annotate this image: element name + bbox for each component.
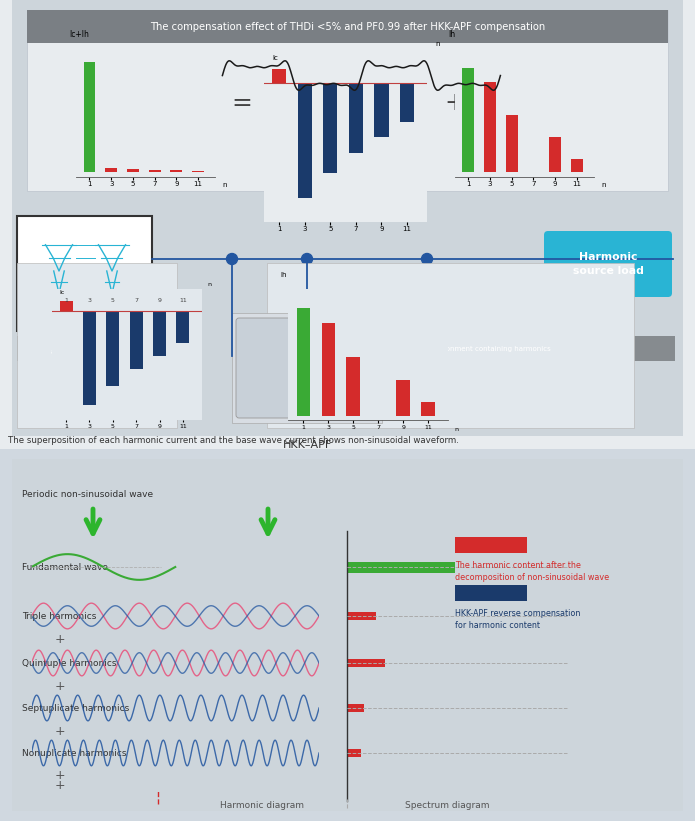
Text: +: +: [55, 768, 65, 782]
Text: Electricity environment containing harmonics: Electricity environment containing harmo…: [391, 346, 551, 351]
Text: Periodic non-sinusoidal wave: Periodic non-sinusoidal wave: [22, 489, 153, 498]
Bar: [106, 311, 120, 386]
Bar: [347, 357, 360, 415]
Text: Ih: Ih: [281, 273, 287, 278]
Text: =: =: [231, 91, 252, 115]
FancyBboxPatch shape: [544, 231, 672, 297]
Bar: [323, 83, 338, 173]
Bar: [83, 311, 96, 406]
Text: Quintuple harmonics: Quintuple harmonics: [22, 658, 117, 667]
Bar: [12, 459, 683, 811]
Text: 5: 5: [111, 298, 115, 303]
Bar: [267, 336, 675, 361]
Bar: [571, 159, 583, 172]
Bar: [17, 336, 177, 361]
Bar: [17, 263, 177, 428]
Text: Spectrum diagram: Spectrum diagram: [404, 800, 489, 810]
Bar: [272, 68, 286, 83]
Text: Ic: Ic: [272, 55, 279, 61]
Bar: [149, 170, 161, 172]
Text: Ic+Ih: Ic+Ih: [70, 30, 90, 39]
Text: +: +: [55, 724, 65, 737]
Text: +: +: [445, 91, 466, 115]
Bar: [322, 323, 335, 415]
Circle shape: [227, 254, 238, 264]
Bar: [17, 216, 152, 331]
Bar: [83, 62, 95, 172]
Text: The superposition of each harmonic current and the base wave current shows non-s: The superposition of each harmonic curre…: [8, 435, 459, 444]
Circle shape: [302, 254, 313, 264]
FancyBboxPatch shape: [236, 318, 378, 418]
Text: HKK-APF compensates var
and filters 2 - 50 harmonics: HKK-APF compensates var and filters 2 - …: [51, 342, 143, 355]
Bar: [127, 169, 139, 172]
Text: 11: 11: [179, 298, 187, 303]
Bar: [455, 585, 527, 601]
Bar: [347, 562, 455, 572]
Text: Fundamental wave: Fundamental wave: [22, 562, 108, 571]
Bar: [153, 311, 166, 355]
Text: 7: 7: [134, 298, 138, 303]
Text: n: n: [455, 427, 459, 432]
Bar: [297, 308, 310, 415]
Text: n: n: [208, 282, 211, 287]
Text: 9: 9: [158, 298, 161, 303]
Bar: [177, 311, 189, 342]
Text: +: +: [55, 778, 65, 791]
Bar: [375, 83, 389, 137]
Text: Harmonic
source load: Harmonic source load: [573, 252, 644, 276]
Text: Harmonic diagram: Harmonic diagram: [220, 800, 304, 810]
Text: The compensation effect of THDi <5% and PF0.99 after HKK-APF compensation: The compensation effect of THDi <5% and …: [150, 21, 545, 31]
Text: Nonuplicate harmonics: Nonuplicate harmonics: [22, 749, 126, 758]
Bar: [462, 68, 474, 172]
Bar: [347, 749, 361, 757]
Bar: [400, 83, 414, 122]
Text: +: +: [55, 680, 65, 692]
Bar: [506, 115, 518, 172]
Text: 3: 3: [88, 298, 92, 303]
Text: n: n: [601, 181, 605, 188]
Bar: [0, 449, 695, 821]
Bar: [347, 704, 364, 712]
Text: APF: APF: [291, 360, 324, 375]
Text: n: n: [222, 181, 227, 188]
Bar: [549, 137, 561, 172]
Bar: [27, 10, 668, 191]
Bar: [12, 0, 683, 436]
Text: +: +: [55, 632, 65, 645]
Text: HKK–APF: HKK–APF: [282, 440, 332, 450]
Bar: [455, 537, 527, 553]
Bar: [170, 171, 182, 172]
Bar: [27, 10, 668, 43]
Bar: [484, 82, 496, 172]
Text: Triple harmonics: Triple harmonics: [22, 612, 97, 621]
Text: Ih: Ih: [448, 30, 455, 39]
Bar: [232, 313, 382, 423]
Text: Power grid: Power grid: [57, 344, 112, 354]
Bar: [105, 167, 117, 172]
Bar: [347, 612, 376, 620]
Bar: [396, 379, 410, 415]
Bar: [347, 659, 385, 667]
Text: n: n: [436, 41, 440, 47]
Circle shape: [421, 254, 432, 264]
Bar: [130, 311, 142, 369]
Bar: [298, 83, 312, 198]
Text: Septuplicate harmonics: Septuplicate harmonics: [22, 704, 129, 713]
Bar: [421, 402, 435, 415]
Text: HKK-APF reverse compensation
for harmonic content: HKK-APF reverse compensation for harmoni…: [455, 609, 580, 630]
Text: Ic: Ic: [60, 291, 65, 296]
Bar: [349, 83, 363, 153]
Bar: [60, 301, 72, 311]
Bar: [192, 171, 204, 172]
Text: The harmonic content after the
decomposition of non-sinusoidal wave: The harmonic content after the decomposi…: [455, 561, 609, 582]
Bar: [267, 263, 634, 428]
Text: 1: 1: [64, 298, 68, 303]
